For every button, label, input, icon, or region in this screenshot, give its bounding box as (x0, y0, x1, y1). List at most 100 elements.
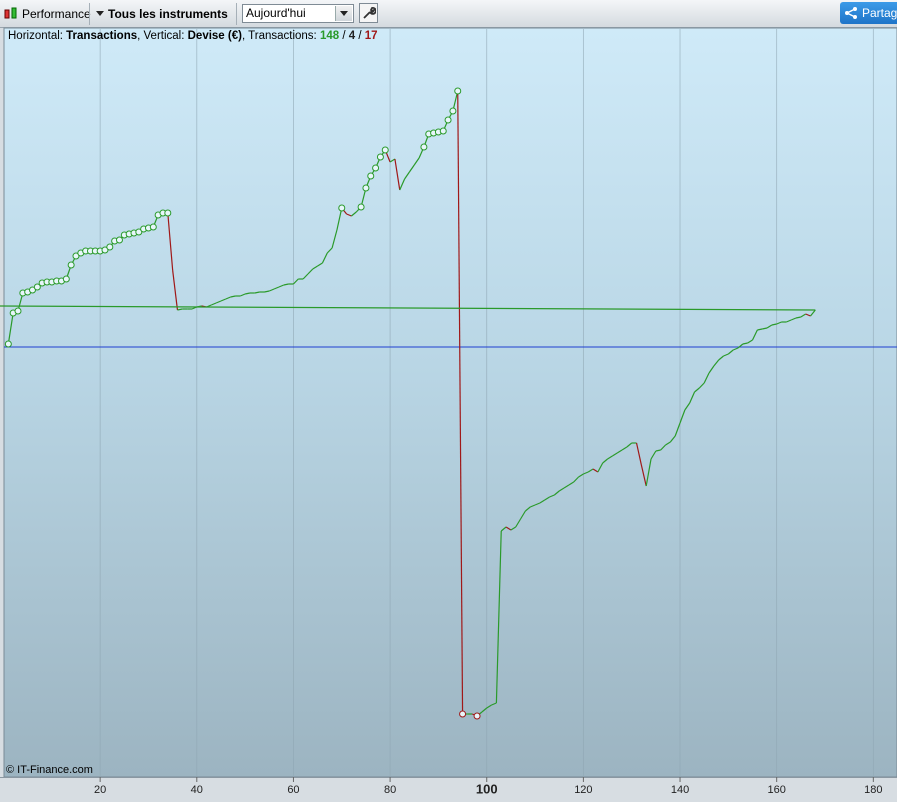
header-part: / (339, 30, 349, 42)
x-tick-label: 60 (287, 784, 299, 796)
equity-segment (302, 273, 309, 280)
header-part: , Vertical: (137, 30, 188, 42)
equity-segment (172, 269, 179, 311)
equity-segment (515, 518, 522, 528)
equity-segment (254, 291, 260, 294)
extreme-marker (444, 116, 452, 124)
equity-segment (713, 359, 720, 367)
wrench-icon (363, 7, 376, 19)
equity-segment (732, 347, 739, 351)
equity-segment (612, 452, 618, 457)
equity-segment (534, 502, 541, 506)
equity-segment (510, 526, 517, 531)
equity-segment (751, 329, 758, 341)
equity-segment (757, 328, 763, 331)
x-tick-label: 140 (671, 784, 689, 796)
equity-segment (689, 391, 696, 404)
equity-segment (220, 298, 227, 302)
equity-segment (264, 290, 270, 293)
equity-segment (413, 157, 420, 166)
select-button (335, 6, 352, 21)
extreme-marker (135, 228, 143, 236)
equity-segment (408, 164, 415, 173)
extreme-marker (164, 209, 172, 217)
equity-segment (457, 90, 464, 715)
equity-segment (703, 372, 710, 384)
equity-segment (660, 444, 666, 451)
equity-segment (645, 458, 652, 487)
equity-segment (544, 496, 550, 501)
header-part: 17 (364, 30, 378, 42)
equity-segment (326, 247, 333, 254)
equity-segment (742, 342, 748, 345)
equity-segment (389, 158, 396, 163)
equity-segment (737, 343, 744, 349)
equity-segment (597, 462, 604, 473)
x-tick-label: 100 (476, 781, 498, 796)
equity-segment (795, 316, 801, 319)
equity-segment (230, 295, 236, 298)
equity-segment (616, 449, 623, 454)
extreme-marker (33, 283, 41, 291)
header-part: , Transactions: (241, 30, 320, 42)
equity-segment (269, 288, 275, 292)
equity-segment (679, 409, 686, 424)
equity-segment (167, 212, 174, 271)
arrow (340, 11, 348, 16)
equity-segment (0, 305, 816, 311)
equity-segment (539, 499, 546, 504)
equity-segment (563, 484, 570, 489)
equity-segment (554, 490, 560, 496)
equity-segment (317, 262, 323, 267)
equity-segment (525, 506, 531, 512)
equity-segment (215, 300, 222, 304)
period-select[interactable]: Aujourd'hui (242, 4, 354, 23)
x-tick-label: 40 (191, 784, 203, 796)
equity-segment (273, 286, 280, 290)
equity-segment (786, 319, 792, 323)
extreme-marker (473, 712, 481, 720)
x-tick-label: 120 (574, 784, 592, 796)
equity-segment (640, 464, 647, 487)
extreme-marker (338, 204, 346, 212)
equity-segment (495, 530, 502, 704)
equity-segment (491, 702, 497, 706)
equity-segment (321, 252, 328, 264)
equity-segment (655, 449, 661, 452)
equity-segment (635, 442, 642, 466)
header-part: 4 (348, 30, 356, 42)
equity-segment (225, 296, 231, 300)
extreme-marker (149, 223, 157, 231)
share-label: Partage (862, 6, 897, 20)
extreme-marker (372, 164, 380, 172)
share-button[interactable]: Partage (840, 2, 897, 24)
extreme-marker (439, 127, 447, 135)
equity-segment (307, 268, 314, 275)
equity-segment (520, 510, 526, 520)
equity-segment (771, 323, 777, 326)
equity-segment (626, 442, 633, 448)
extreme-marker (376, 153, 384, 161)
equity-segment (718, 355, 724, 361)
equity-segment (650, 450, 657, 460)
equity-segment (607, 455, 613, 460)
separator (236, 3, 237, 25)
header-part: Devise (€) (187, 30, 242, 42)
equity-segment (665, 441, 671, 446)
equity-segment (404, 171, 410, 180)
equity-segment (621, 446, 628, 451)
extreme-marker (28, 286, 36, 294)
performance-menu[interactable]: Performance (22, 7, 91, 21)
extreme-marker (362, 184, 370, 192)
equity-segment (587, 468, 594, 473)
candle-icon (4, 7, 17, 19)
equity-segment (723, 353, 729, 357)
instruments-menu[interactable]: Tous les instruments (108, 7, 228, 21)
extreme-marker (106, 243, 114, 251)
equity-segment (278, 284, 285, 288)
settings-button[interactable] (359, 3, 378, 23)
equity-segment (669, 435, 676, 443)
credit: © IT-Finance.com (6, 764, 93, 776)
equity-segment (766, 324, 773, 329)
